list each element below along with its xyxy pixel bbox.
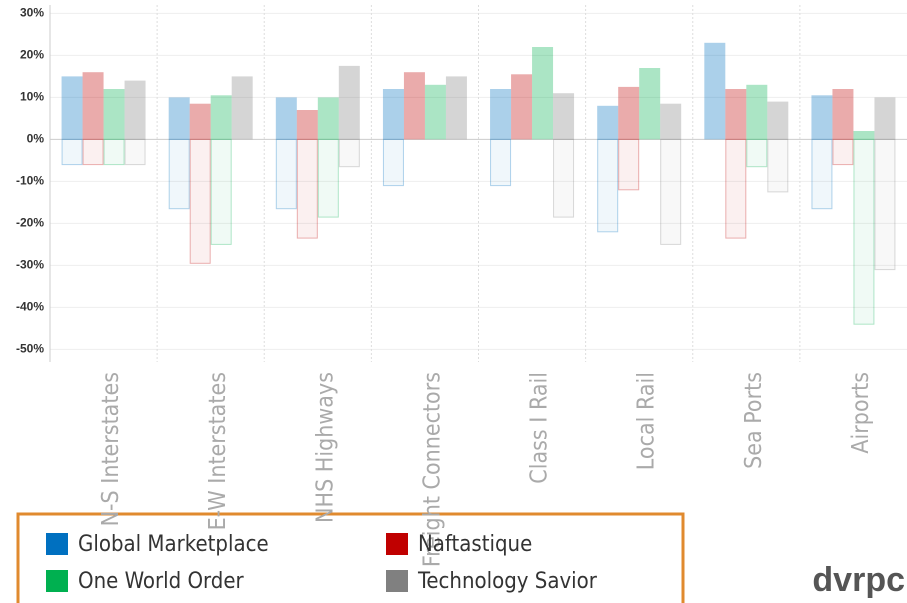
bar <box>275 97 297 140</box>
bar <box>317 97 339 140</box>
bar <box>746 84 768 140</box>
x-tick-label: E-W Interstates <box>205 372 231 530</box>
legend-swatch <box>46 570 68 592</box>
bar <box>382 89 404 140</box>
negative-bar <box>767 138 789 193</box>
bar <box>767 101 789 140</box>
y-tick-label: 0% <box>27 132 45 146</box>
negative-bar <box>317 138 339 218</box>
bar <box>553 93 575 140</box>
negative-bar <box>746 138 768 168</box>
x-tick-label: Freight Connectors <box>419 372 445 567</box>
bar <box>338 65 360 140</box>
bar <box>124 80 146 140</box>
negative-bar <box>382 138 404 187</box>
bar <box>725 89 747 140</box>
negative-bar <box>296 138 318 239</box>
bar <box>704 42 726 140</box>
negative-bar <box>618 138 640 191</box>
bar <box>189 103 211 140</box>
negative-bar <box>275 138 297 210</box>
bar <box>853 131 875 140</box>
bar <box>511 74 533 140</box>
x-tick-label: Airports <box>848 372 874 454</box>
negative-bar <box>553 138 575 218</box>
bar <box>296 110 318 140</box>
y-tick-label: 30% <box>20 6 44 20</box>
legend-label: One World Order <box>78 569 245 594</box>
legend-box <box>16 512 685 603</box>
bar <box>832 89 854 140</box>
y-tick-label: 20% <box>20 48 44 62</box>
y-tick-label: -30% <box>16 258 44 272</box>
bar <box>811 95 833 140</box>
negative-bar <box>725 138 747 239</box>
x-tick-label: Sea Ports <box>741 372 767 469</box>
bar <box>490 89 512 140</box>
bar <box>445 76 467 140</box>
bar <box>597 105 619 140</box>
negative-bar <box>103 138 125 166</box>
y-tick-label: -50% <box>16 342 44 356</box>
x-tick-label: NHS Highways <box>312 372 338 523</box>
negative-bar <box>124 138 146 166</box>
legend-label: Technology Savior <box>417 569 598 594</box>
negative-bar <box>597 138 619 233</box>
y-tick-label: -10% <box>16 174 44 188</box>
legend-swatch <box>386 533 408 555</box>
bar <box>403 72 425 140</box>
bar <box>618 86 640 140</box>
y-tick-label: -40% <box>16 300 44 314</box>
negative-bar <box>853 138 875 325</box>
bar <box>639 68 661 140</box>
negative-bar <box>189 138 211 264</box>
bar <box>424 84 446 140</box>
negative-bar <box>61 138 83 166</box>
negative-bar <box>811 138 833 210</box>
bar <box>231 76 253 140</box>
negative-bar <box>168 138 190 210</box>
x-tick-label: N-S Interstates <box>98 372 124 526</box>
negative-bar <box>490 138 512 187</box>
bar <box>210 95 232 140</box>
bar <box>61 76 83 140</box>
bar <box>532 47 554 140</box>
legend-swatch <box>46 533 68 555</box>
legend-label: Global Marketplace <box>78 532 269 557</box>
legend-label: Naftastique <box>418 532 532 557</box>
negative-bar <box>660 138 682 245</box>
negative-bar <box>338 138 360 168</box>
negative-bar <box>82 138 104 166</box>
logo: dvrpc <box>812 561 905 599</box>
x-tick-label: Class I Rail <box>527 372 553 484</box>
x-tick-label: Local Rail <box>634 372 660 470</box>
negative-bar <box>874 138 896 271</box>
bar <box>660 103 682 140</box>
negative-bar <box>832 138 854 166</box>
bar <box>82 72 104 140</box>
bar <box>874 97 896 140</box>
bar <box>103 89 125 140</box>
legend-swatch <box>386 570 408 592</box>
negative-bar <box>210 138 232 245</box>
bar <box>168 97 190 140</box>
y-tick-label: -20% <box>16 216 44 230</box>
y-tick-label: 10% <box>20 90 44 104</box>
